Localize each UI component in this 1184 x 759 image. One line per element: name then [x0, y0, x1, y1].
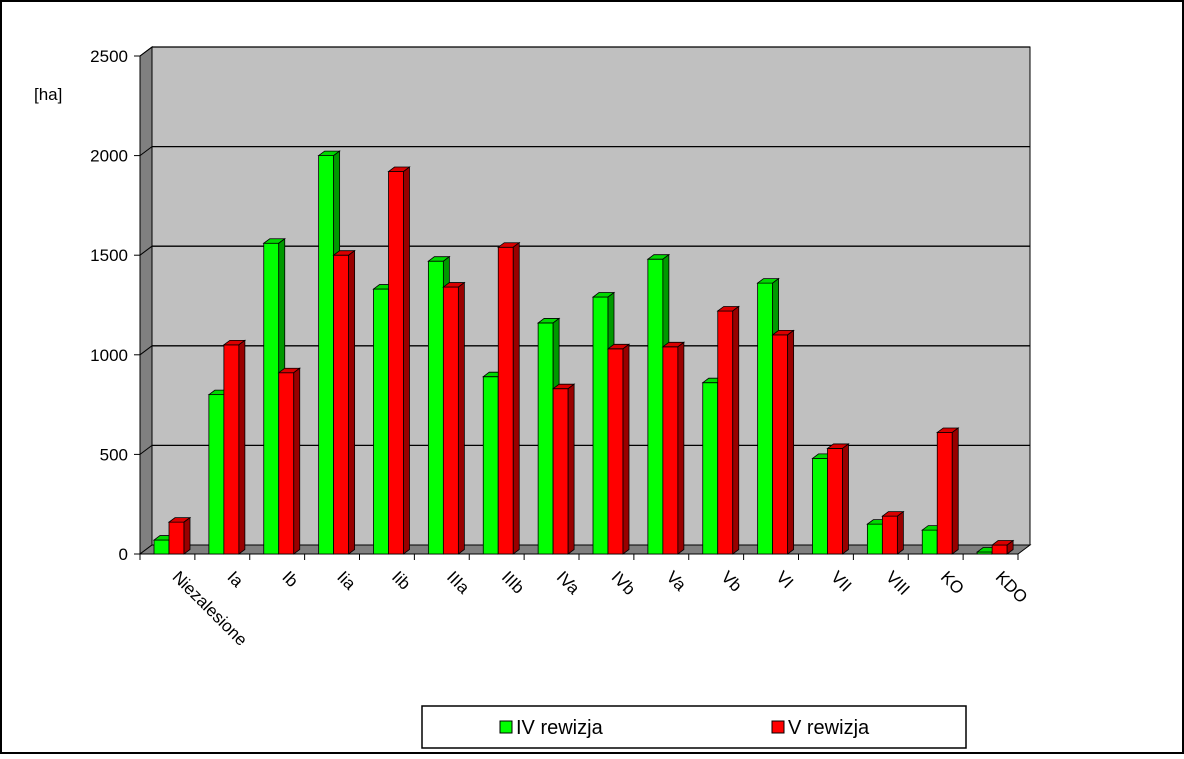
- legend-label: V rewizja: [788, 717, 870, 739]
- bar-front: [442, 286, 459, 555]
- legend-box: [421, 705, 967, 749]
- bar-front: [388, 171, 404, 555]
- y-tick-label: 0: [119, 545, 128, 564]
- bar: [551, 383, 576, 555]
- bar-front: [647, 258, 664, 555]
- bar: [716, 305, 740, 555]
- bar-front: [812, 457, 828, 555]
- bar-front: [607, 348, 624, 555]
- bar-front: [702, 382, 719, 555]
- gridline-side: [139, 146, 153, 157]
- plot-back-wall: [152, 47, 1030, 545]
- bar-front: [717, 310, 734, 555]
- bar: [881, 510, 905, 555]
- gridline-side: [139, 46, 153, 57]
- bar-side: [1006, 539, 1014, 555]
- bar-side: [567, 383, 575, 555]
- bar: [661, 341, 686, 555]
- y-tick-label: 1500: [90, 246, 128, 265]
- bar-front: [537, 322, 554, 555]
- legend-label: IV rewizja: [516, 717, 604, 739]
- bar-front: [208, 394, 225, 555]
- bar-front: [318, 155, 335, 555]
- gridline-side: [139, 245, 153, 256]
- bar-front: [866, 523, 883, 555]
- bar-side: [238, 339, 246, 555]
- bar-front: [427, 260, 444, 555]
- bar: [387, 166, 411, 555]
- bar-front: [223, 344, 240, 555]
- bar-front: [263, 242, 280, 555]
- bar-front: [592, 296, 609, 555]
- y-tick-label: 1000: [90, 346, 128, 365]
- bar-side: [951, 427, 959, 555]
- bar-side: [293, 367, 301, 555]
- bar-side: [842, 443, 849, 555]
- bar: [332, 249, 356, 555]
- bar-front: [772, 334, 789, 555]
- bar: [222, 339, 247, 555]
- bar-side: [787, 329, 795, 555]
- bar: [497, 241, 521, 555]
- bar-front: [552, 388, 569, 555]
- y-axis-label: [ha]: [34, 85, 62, 104]
- bar-front: [333, 254, 350, 555]
- legend-swatch: [771, 720, 785, 734]
- bar-front: [757, 282, 774, 555]
- bar-front: [278, 372, 295, 555]
- bar-front: [881, 515, 898, 555]
- bar: [990, 539, 1015, 555]
- bar-side: [677, 341, 685, 555]
- bar-front: [168, 521, 185, 555]
- bar-front: [991, 544, 1008, 555]
- bar-front: [827, 448, 843, 555]
- bar: [771, 329, 795, 555]
- bar-side: [622, 343, 630, 555]
- plot-side-wall: [139, 46, 153, 555]
- bar: [277, 367, 301, 555]
- y-tick-label: 2500: [90, 47, 128, 66]
- bar-side: [732, 305, 740, 555]
- bar-front: [497, 246, 514, 555]
- gridline-side: [139, 345, 153, 356]
- bar: [936, 427, 960, 555]
- bar: [826, 443, 850, 555]
- bar-front: [482, 376, 499, 555]
- bar-side: [348, 249, 356, 555]
- bar-side: [896, 510, 904, 555]
- bar-front: [662, 346, 679, 555]
- bar-front: [373, 288, 389, 555]
- bar: [606, 343, 631, 555]
- gridline-side: [139, 444, 153, 455]
- legend: IV rewizja V rewizja: [421, 705, 967, 749]
- bar-front: [921, 529, 938, 555]
- bar: [167, 516, 192, 555]
- bar-side: [457, 281, 465, 555]
- bar-front: [153, 539, 170, 555]
- y-tick-label: 2000: [90, 147, 128, 166]
- plot-back-wall-outline: [151, 46, 1031, 546]
- bar-side: [403, 166, 410, 555]
- bar-side: [512, 241, 520, 555]
- bar-front: [936, 432, 953, 555]
- y-tick-label: 500: [100, 445, 128, 464]
- bar-side: [183, 516, 191, 555]
- legend-swatch: [499, 720, 513, 734]
- bar: [442, 281, 466, 555]
